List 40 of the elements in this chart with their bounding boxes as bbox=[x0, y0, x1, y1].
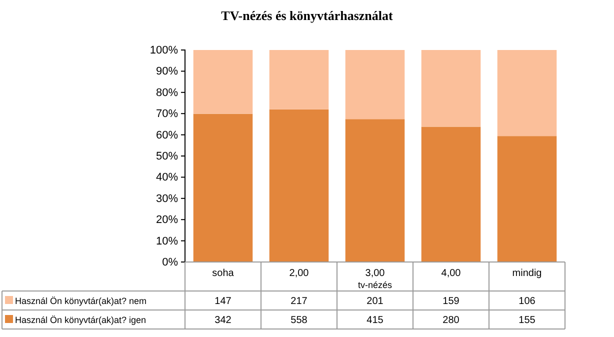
text: 201 bbox=[366, 296, 384, 307]
x-tick-label: 2,00 bbox=[289, 268, 310, 279]
text: 415 bbox=[366, 315, 384, 326]
bar bbox=[497, 50, 557, 136]
bar bbox=[193, 114, 253, 262]
x-tick-label: mindig bbox=[512, 268, 542, 279]
bar bbox=[269, 50, 329, 110]
y-tick-label: 10% bbox=[156, 235, 178, 248]
y-tick-label: 70% bbox=[156, 108, 178, 120]
text: 147 bbox=[214, 296, 232, 307]
y-tick-label: 80% bbox=[156, 86, 178, 99]
x-tick-label: soha bbox=[212, 268, 234, 279]
bar bbox=[345, 119, 405, 262]
bar bbox=[345, 50, 405, 120]
y-tick-label: 40% bbox=[156, 172, 178, 184]
y-tick-label: 0% bbox=[162, 256, 178, 269]
y-tick-label: 100% bbox=[150, 44, 178, 57]
text: 342 bbox=[214, 315, 232, 326]
bar bbox=[269, 109, 329, 262]
chart-title: TV-nézés és könyvtárhasználat bbox=[221, 8, 394, 23]
y-tick-label: 60% bbox=[156, 129, 178, 142]
legend-label: Használ Ön könyvtár(ak)at? nem bbox=[15, 296, 147, 306]
legend-label: Használ Ön könyvtár(ak)at? igen bbox=[15, 315, 146, 325]
text: 217 bbox=[290, 296, 308, 307]
text: 155 bbox=[518, 315, 536, 326]
text: 558 bbox=[290, 315, 308, 326]
text: 159 bbox=[442, 296, 460, 307]
y-tick-label: 50% bbox=[156, 150, 178, 163]
bar bbox=[421, 126, 481, 262]
x-tick-label: 3,00 bbox=[365, 268, 386, 279]
text: 280 bbox=[442, 315, 460, 326]
y-tick-label: 30% bbox=[156, 192, 178, 205]
bar bbox=[193, 50, 253, 114]
text: 106 bbox=[518, 296, 536, 307]
x-tick-label: 4,00 bbox=[441, 268, 462, 279]
bar bbox=[497, 136, 557, 262]
bar bbox=[421, 50, 481, 127]
y-tick-label: 20% bbox=[156, 214, 178, 226]
y-tick-label: 90% bbox=[156, 66, 178, 78]
x-axis-title: tv-nézés bbox=[358, 280, 393, 290]
